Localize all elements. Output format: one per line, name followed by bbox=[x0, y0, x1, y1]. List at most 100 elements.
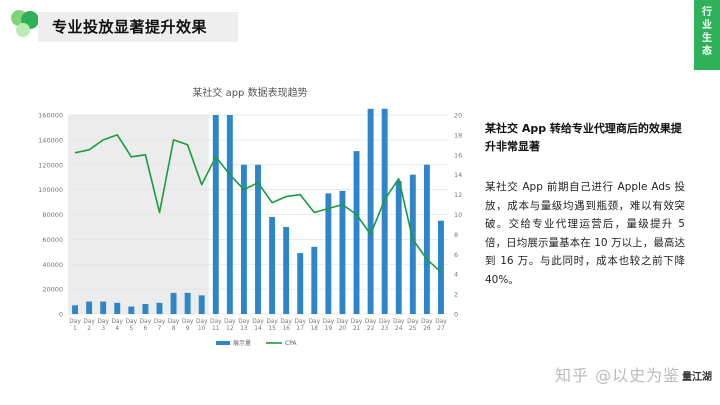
bar bbox=[283, 226, 290, 314]
legend-line-label: CPA bbox=[285, 340, 297, 347]
x-tick-label-number: 14 bbox=[254, 326, 262, 332]
brand-logo-icon bbox=[11, 10, 39, 37]
chart-svg: 0 20000 40000 60000 80000 100000 120000 140000 1… bbox=[38, 108, 462, 347]
x-tick-label-word: Day bbox=[126, 319, 138, 325]
bar bbox=[409, 174, 416, 314]
x-tick-label-word: Day bbox=[421, 319, 433, 325]
x-tick-label-word: Day bbox=[407, 319, 419, 325]
bar bbox=[255, 164, 261, 314]
x-tick-label-word: Day bbox=[337, 319, 349, 325]
chart-title: 某社交 app 数据表现趋势 bbox=[192, 88, 308, 99]
bar bbox=[325, 193, 332, 314]
page-title: 专业投放显著提升效果 bbox=[52, 18, 208, 36]
y-left-tick-label: 40000 bbox=[42, 261, 63, 269]
legend-bar-swatch bbox=[216, 341, 230, 345]
bar bbox=[184, 292, 191, 314]
description-heading: 某社交 App 转给专业代理商后的效果提升非常显著 bbox=[485, 122, 682, 153]
bar bbox=[142, 304, 149, 314]
brand-name: 量江湖 bbox=[682, 372, 712, 383]
x-tick-label-word: Day bbox=[280, 319, 292, 325]
x-tick-label-word: Day bbox=[252, 319, 264, 325]
legend-bar-label: 展示量 bbox=[233, 340, 251, 347]
bar bbox=[128, 306, 135, 314]
x-tick-label-number: 1 bbox=[73, 326, 77, 332]
x-tick-label-word: Day bbox=[266, 319, 278, 325]
y-right-tick-label: 10 bbox=[454, 211, 462, 219]
x-tick-label-number: 2 bbox=[87, 326, 91, 332]
bar bbox=[297, 253, 304, 314]
y-right-tick-label: 0 bbox=[454, 311, 458, 319]
y-left-tick-label: 160000 bbox=[38, 112, 63, 120]
y-left-tick-label: 60000 bbox=[42, 236, 63, 244]
x-tick-label-word: Day bbox=[69, 319, 81, 325]
x-tick-label-number: 18 bbox=[311, 326, 319, 332]
x-tick-label-word: Day bbox=[435, 319, 447, 325]
bar bbox=[114, 302, 121, 314]
y-left-tick-label: 80000 bbox=[42, 211, 63, 219]
x-tick-label-word: Day bbox=[309, 319, 321, 325]
y-left-tick-label: 0 bbox=[59, 311, 63, 319]
bar bbox=[423, 164, 430, 314]
x-tick-label-number: 6 bbox=[144, 326, 148, 332]
bar bbox=[212, 115, 219, 314]
cpa-line bbox=[74, 134, 442, 273]
x-tick-label-number: 20 bbox=[339, 326, 347, 332]
bar bbox=[240, 164, 247, 314]
x-tick-label-number: 3 bbox=[101, 326, 105, 332]
y-right-tick-label: 6 bbox=[454, 251, 458, 259]
x-tick-label-word: Day bbox=[83, 319, 95, 325]
x-tick-label-number: 16 bbox=[282, 326, 290, 332]
x-tick-label-number: 22 bbox=[367, 326, 375, 332]
x-tick-label-number: 9 bbox=[186, 326, 190, 332]
x-tick-label-number: 19 bbox=[325, 326, 333, 332]
x-tick-label-number: 27 bbox=[437, 326, 445, 332]
x-tick-label-word: Day bbox=[365, 319, 377, 325]
y-right-tick-label: 18 bbox=[454, 131, 462, 139]
bar bbox=[100, 301, 107, 314]
x-tick-label-word: Day bbox=[224, 319, 236, 325]
x-tick-label-number: 5 bbox=[129, 326, 133, 332]
bar bbox=[353, 151, 360, 314]
bar bbox=[339, 190, 346, 314]
x-tick-label-word: Day bbox=[393, 319, 405, 325]
y-right-tick-label: 8 bbox=[454, 231, 458, 239]
x-tick-label-word: Day bbox=[168, 319, 180, 325]
bar bbox=[170, 292, 177, 314]
x-tick-label-word: Day bbox=[97, 319, 109, 325]
bar bbox=[226, 115, 233, 314]
x-tick-label-word: Day bbox=[379, 319, 391, 325]
bar bbox=[367, 108, 374, 314]
x-tick-label-word: Day bbox=[140, 319, 152, 325]
x-tick-label-number: 15 bbox=[268, 326, 276, 332]
x-tick-label-number: 11 bbox=[212, 326, 220, 332]
description-body: 某社交 App 前期自己进行 Apple Ads 投放，成本与量级均遇到瓶颈，难… bbox=[485, 181, 685, 286]
watermark-text: 知乎 @以史为鉴 bbox=[555, 366, 681, 385]
bar bbox=[198, 295, 205, 314]
y-left-tick-label: 120000 bbox=[38, 161, 63, 169]
x-tick-label-number: 10 bbox=[198, 326, 206, 332]
x-tick-label-number: 23 bbox=[381, 326, 389, 332]
x-tick-label-word: Day bbox=[351, 319, 363, 325]
bar bbox=[156, 302, 163, 314]
y-left-tick-label: 140000 bbox=[38, 136, 63, 144]
y-left-tick-label: 20000 bbox=[42, 286, 63, 294]
y-right-tick-label: 2 bbox=[454, 291, 458, 299]
y-right-tick-label: 14 bbox=[454, 171, 462, 179]
x-tick-label-number: 12 bbox=[226, 326, 234, 332]
title-bar-background bbox=[38, 12, 238, 42]
x-tick-label-word: Day bbox=[210, 319, 222, 325]
x-tick-label-word: Day bbox=[196, 319, 208, 325]
x-tick-label-number: 13 bbox=[240, 326, 248, 332]
y-right-tick-label: 16 bbox=[454, 151, 462, 159]
bar bbox=[438, 220, 444, 314]
side-category-tag: 行业生态 bbox=[694, 0, 720, 70]
x-tick-label-number: 7 bbox=[158, 326, 162, 332]
x-tick-label-number: 4 bbox=[115, 326, 119, 332]
x-tick-label-word: Day bbox=[238, 319, 250, 325]
x-tick-label-number: 21 bbox=[353, 326, 361, 332]
bar bbox=[86, 301, 93, 314]
x-tick-label-number: 17 bbox=[297, 326, 305, 332]
y-right-tick-label: 12 bbox=[454, 191, 462, 199]
x-tick-label-word: Day bbox=[112, 319, 124, 325]
bar bbox=[381, 108, 388, 314]
